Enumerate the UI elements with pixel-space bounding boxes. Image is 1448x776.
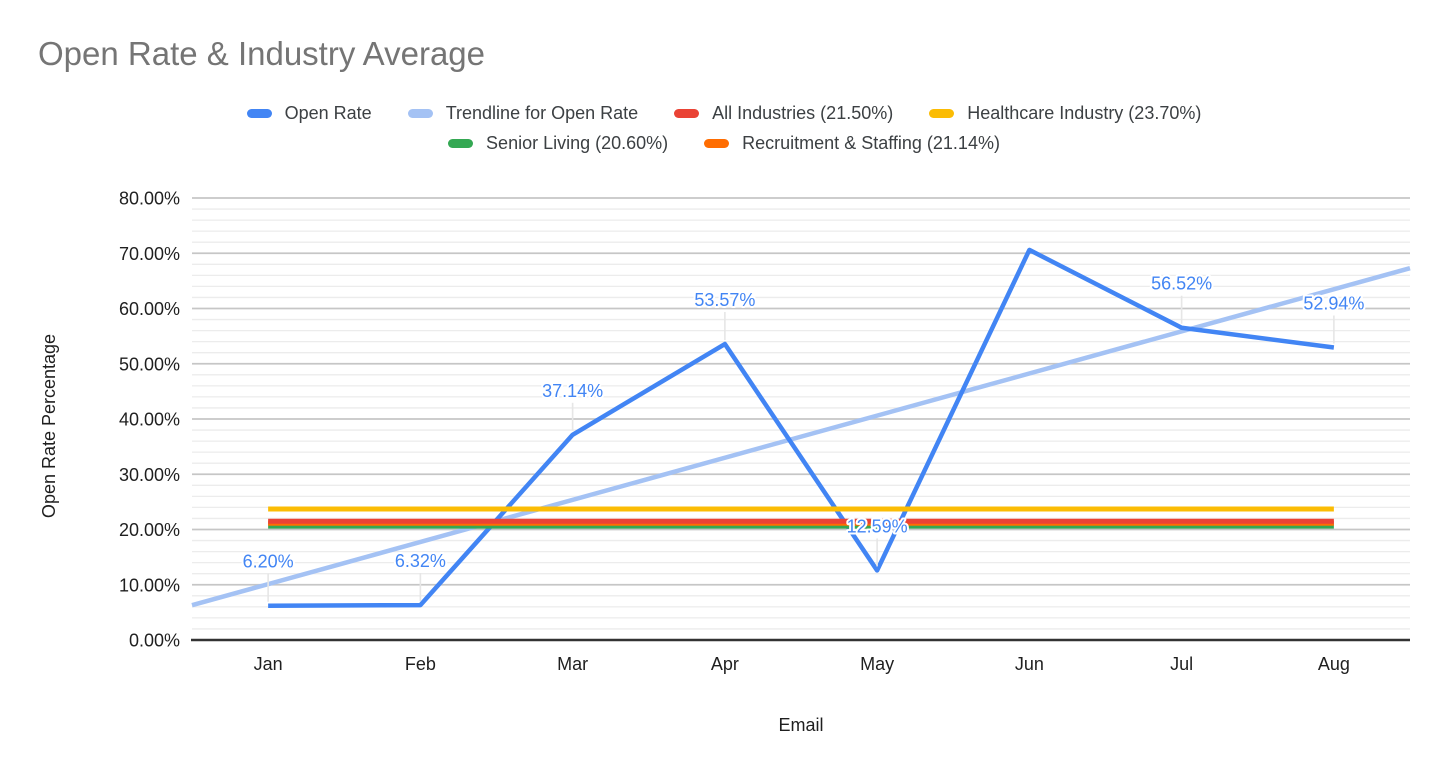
legend-row: Open Rate Trendline for Open Rate All Indu… bbox=[246, 103, 1201, 124]
series-open-rate-line bbox=[268, 247, 1335, 608]
legend-item: Healthcare Industry (23.70%) bbox=[929, 103, 1201, 124]
data-point-label: 37.14% bbox=[542, 381, 603, 401]
x-tick-label: Jan bbox=[254, 654, 283, 674]
y-tick-label: 60.00% bbox=[119, 299, 180, 319]
y-axis-title: Open Rate Percentage bbox=[39, 334, 59, 518]
legend-row: Senior Living (20.60%) Recruitment & Staf… bbox=[448, 133, 1000, 154]
y-tick-label: 10.00% bbox=[119, 575, 180, 595]
data-point-label: 53.57% bbox=[694, 290, 755, 310]
series-trendline bbox=[191, 265, 1411, 608]
legend-item: Recruitment & Staffing (21.14%) bbox=[704, 133, 1000, 154]
legend-swatch-icon bbox=[674, 109, 700, 118]
y-tick-label: 70.00% bbox=[119, 244, 180, 264]
legend-swatch-icon bbox=[704, 139, 730, 148]
x-tick-label: May bbox=[860, 654, 894, 674]
x-tick-label: Feb bbox=[405, 654, 436, 674]
legend-item: Trendline for Open Rate bbox=[407, 103, 639, 124]
x-tick-label: Aug bbox=[1318, 654, 1350, 674]
x-tick-label: Apr bbox=[711, 654, 739, 674]
x-tick-label: Jul bbox=[1170, 654, 1193, 674]
legend-item-label: Recruitment & Staffing (21.14%) bbox=[742, 133, 1000, 153]
data-point-label: 52.94% bbox=[1303, 294, 1364, 314]
y-tick-label: 40.00% bbox=[119, 410, 180, 430]
legend-swatch-icon bbox=[448, 139, 474, 148]
legend-swatch-icon bbox=[407, 109, 433, 118]
legend-item-label: All Industries (21.50%) bbox=[712, 103, 894, 123]
legend-item: Open Rate bbox=[246, 103, 372, 124]
legend-swatch-icon bbox=[246, 109, 272, 118]
chart-title: Open Rate & Industry Average bbox=[38, 35, 485, 72]
legend-item-label: Senior Living (20.60%) bbox=[486, 133, 669, 153]
legend-item: Senior Living (20.60%) bbox=[448, 133, 668, 154]
chart-legend: Open Rate Trendline for Open Rate All Indu… bbox=[0, 103, 1448, 154]
y-tick-label: 0.00% bbox=[129, 631, 180, 651]
y-tick-label: 30.00% bbox=[119, 465, 180, 485]
legend-item: All Industries (21.50%) bbox=[674, 103, 893, 124]
data-point-label: 12.59% bbox=[847, 516, 908, 536]
legend-item-label: Trendline for Open Rate bbox=[445, 103, 639, 123]
x-tick-label: Jun bbox=[1015, 654, 1044, 674]
x-axis-title: Email bbox=[778, 715, 823, 735]
legend-item-label: Healthcare Industry (23.70%) bbox=[967, 103, 1202, 123]
x-tick-label: Mar bbox=[557, 654, 588, 674]
y-tick-label: 50.00% bbox=[119, 354, 180, 374]
data-point-label: 6.32% bbox=[395, 551, 446, 571]
data-point-label: 6.20% bbox=[243, 552, 294, 572]
y-tick-label: 80.00% bbox=[119, 189, 180, 209]
legend-swatch-icon bbox=[929, 109, 955, 118]
legend-item-label: Open Rate bbox=[284, 103, 372, 123]
y-tick-label: 20.00% bbox=[119, 520, 180, 540]
data-point-label: 56.52% bbox=[1151, 274, 1212, 294]
